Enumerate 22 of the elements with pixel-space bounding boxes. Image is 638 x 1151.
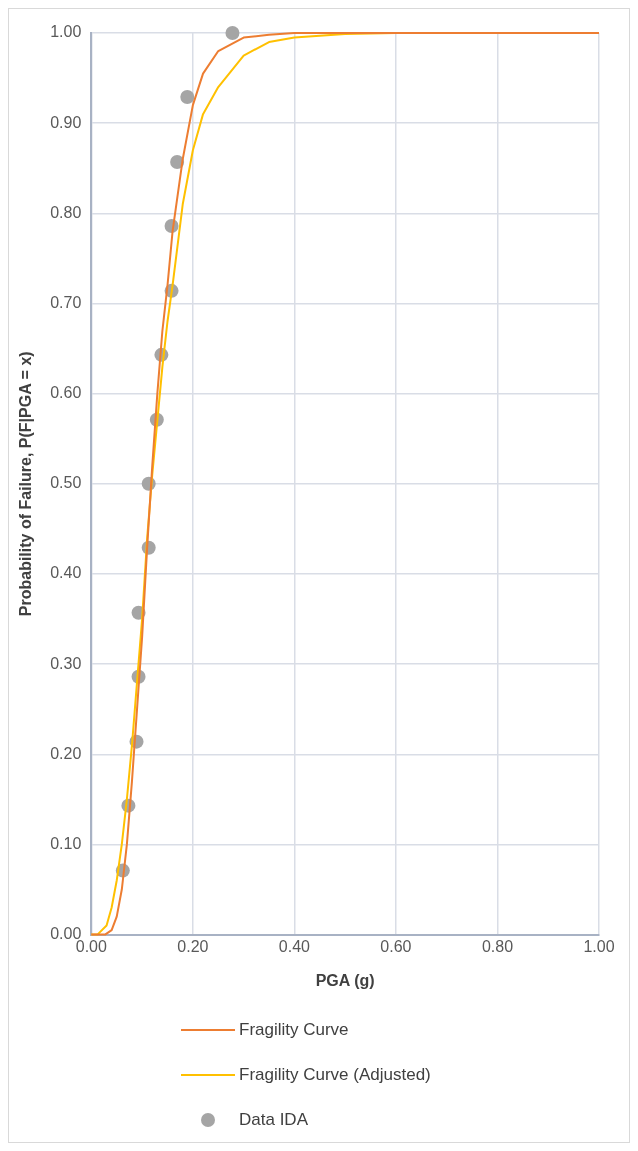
x-tick-label: 0.40 <box>278 937 311 955</box>
y-tick-label: 0.10 <box>50 834 82 852</box>
legend-label: Data IDA <box>239 1109 308 1130</box>
point <box>180 90 195 105</box>
x-tick-label: 0.80 <box>481 937 514 955</box>
point <box>225 26 240 40</box>
y-tick-label: 0.30 <box>50 654 82 672</box>
x-axis-title: PGA (g) <box>315 971 375 989</box>
y-tick-label: 0.80 <box>50 203 82 221</box>
y-tick-label: 0.20 <box>50 744 82 762</box>
y-tick-label: 1.00 <box>50 23 82 41</box>
y-axis-title: Probability of Failure, P(F|PGA = x) <box>17 351 35 617</box>
legend-label: Fragility Curve <box>239 1019 349 1040</box>
x-tick-label: 0.60 <box>380 937 412 955</box>
y-tick-label: 0.70 <box>50 293 82 311</box>
y-tick-label: 0.50 <box>50 474 82 492</box>
x-tick-label: 1.00 <box>583 937 615 955</box>
y-tick-label: 0.60 <box>50 384 82 402</box>
x-tick-label: 0.20 <box>177 937 209 955</box>
y-tick-label: 0.90 <box>50 113 82 131</box>
y-tick-label: 0.40 <box>50 564 82 582</box>
legend-label: Fragility Curve (Adjusted) <box>239 1064 431 1085</box>
